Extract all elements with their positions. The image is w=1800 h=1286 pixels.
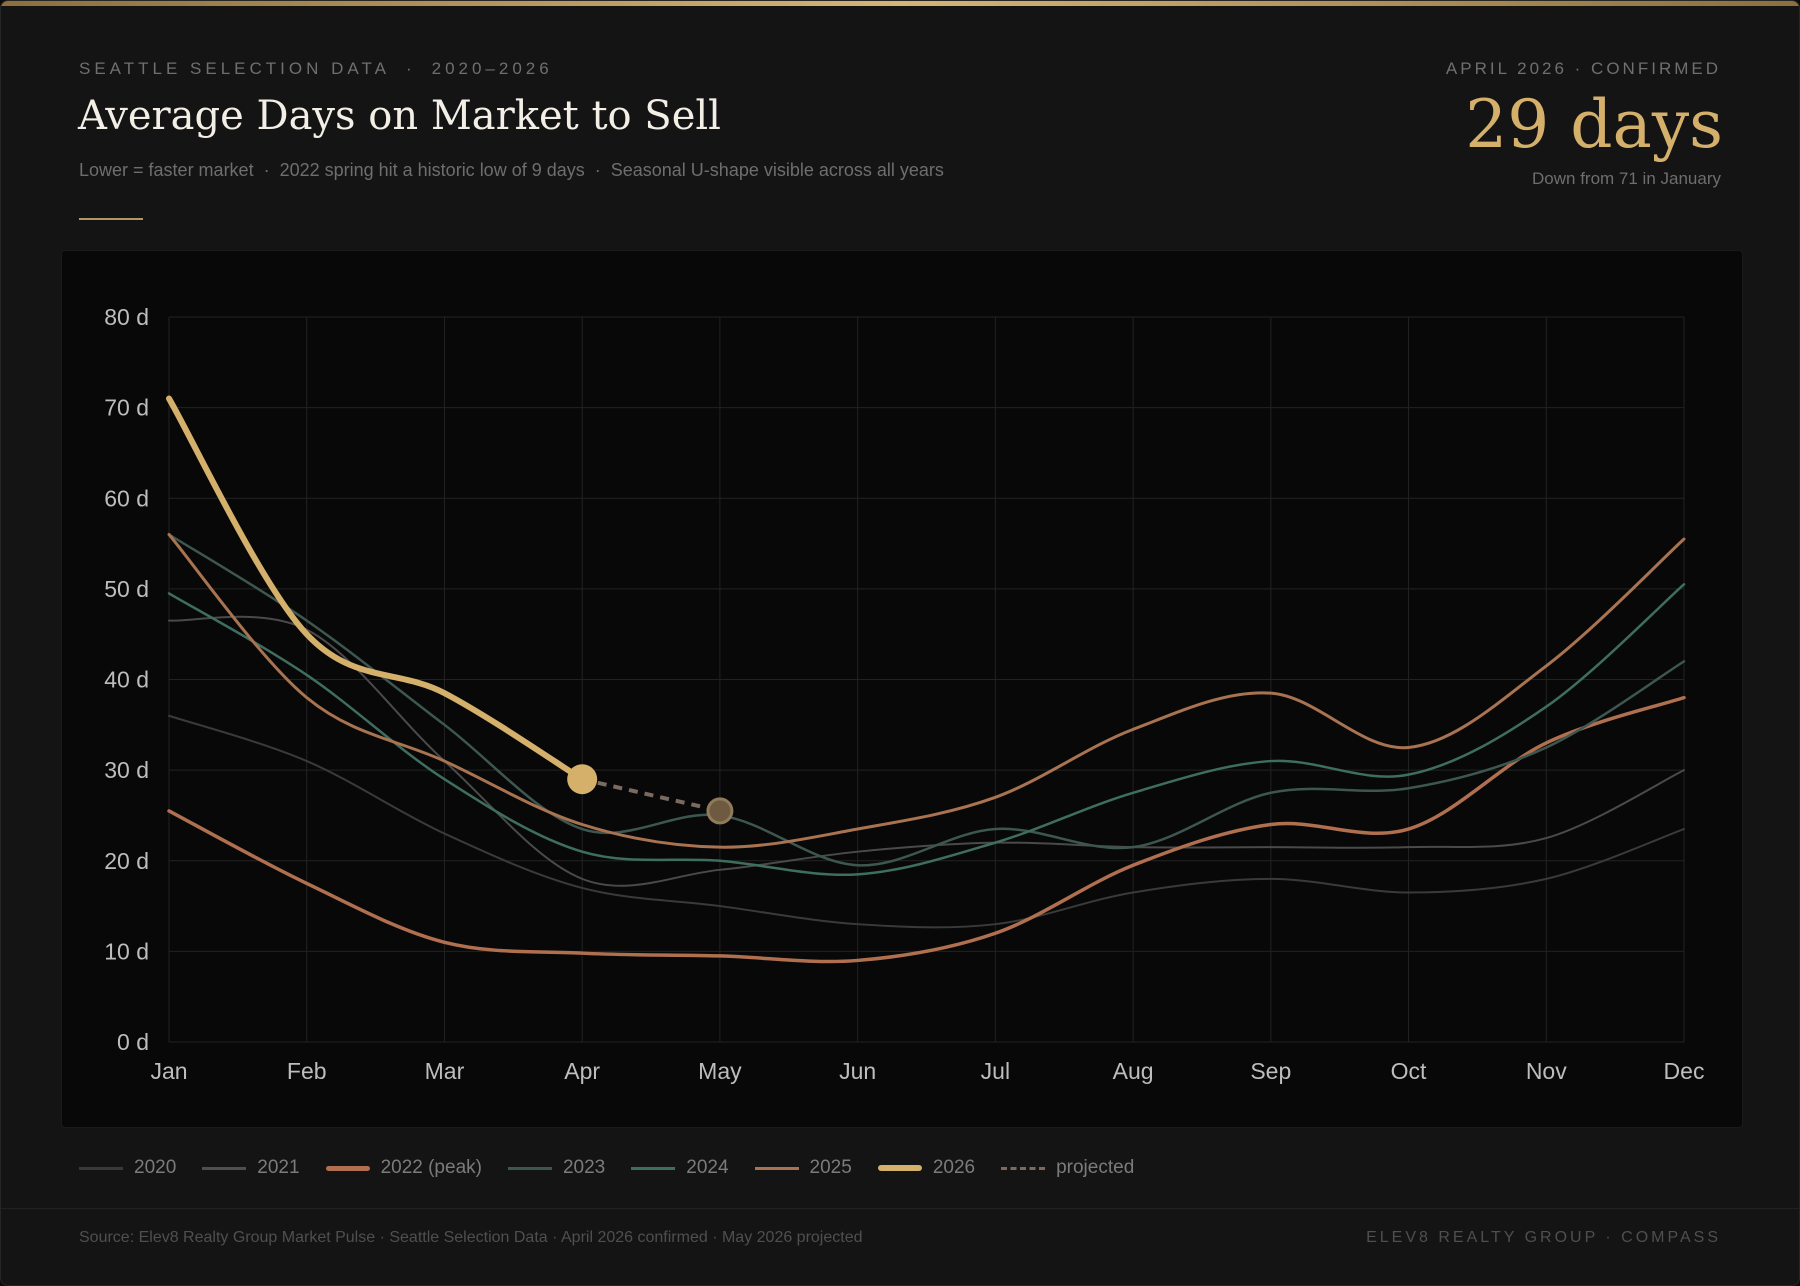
series-line-2020 (168, 714, 1685, 929)
subtitle-item: 2022 spring hit a historic low of 9 days (279, 160, 585, 180)
y-tick-label: 60 d (104, 485, 149, 511)
grid-layer (168, 316, 1685, 1043)
kpi-note: Down from 71 in January (1532, 169, 1721, 188)
x-tick-label: Dec (1664, 1058, 1705, 1084)
kpi-value: 29 days (1465, 86, 1723, 163)
legend-label: 2024 (686, 1157, 729, 1178)
legend-swatch (877, 1165, 922, 1171)
legend-label: 2023 (562, 1157, 606, 1178)
series-line-2022-peak (167, 695, 1686, 964)
eyebrow-years: 2020–2026 (431, 59, 553, 78)
x-tick-label: Nov (1526, 1058, 1567, 1084)
eyebrow-source: SEATTLE SELECTION DATA (79, 59, 390, 78)
marker-layer (567, 764, 734, 825)
subtitle-item: Seasonal U-shape visible across all year… (610, 160, 944, 180)
legend-swatch (325, 1165, 370, 1171)
y-tick-label: 80 d (104, 304, 149, 330)
legend-item: projected (1001, 1157, 1134, 1179)
axis-label-layer: 0 d 10 d 20 d 30 d 40 d 50 d 60 d 70 d 80 d Jan Fe… (104, 304, 1704, 1084)
legend-item: 2021 (202, 1157, 300, 1179)
line-chart: 0 d 10 d 20 d 30 d 40 d 50 d 60 d 70 d 80 d Jan Fe… (104, 304, 1704, 1084)
footer-source: Source: Elev8 Realty Group Market Pulse … (79, 1229, 863, 1246)
legend-swatch (1001, 1166, 1046, 1170)
legend-label: 2025 (809, 1157, 852, 1178)
eyebrow: SEATTLE SELECTION DATA · 2020–2026 (79, 59, 553, 79)
legend-item: 2024 (631, 1157, 729, 1179)
legend-label: 2021 (257, 1157, 300, 1178)
y-tick-label: 0 d (117, 1029, 149, 1055)
legend-label: 2020 (134, 1157, 177, 1178)
x-tick-label: Oct (1391, 1058, 1427, 1084)
legend-label: projected (1056, 1157, 1135, 1178)
y-tick-label: 30 d (104, 757, 149, 783)
x-tick-label: Feb (287, 1058, 327, 1084)
chart-subtitle: Lower = faster market · 2022 spring hit a … (79, 160, 944, 181)
subtitle-separator: · (594, 160, 601, 180)
legend: 2020 2021 2022 (peak) 2023 2024 2025 2026 proje… (79, 1156, 1160, 1180)
legend-item: 2020 (79, 1157, 176, 1179)
current-value-marker (567, 764, 598, 795)
accent-top-bar (1, 1, 1799, 6)
legend-item: 2023 (507, 1157, 606, 1179)
x-tick-label: May (698, 1058, 742, 1084)
x-tick-label: Jun (839, 1058, 876, 1084)
subtitle-item: Lower = faster market (79, 160, 254, 180)
legend-swatch (754, 1166, 799, 1170)
x-tick-label: Mar (425, 1058, 465, 1084)
legend-swatch (507, 1166, 552, 1170)
series-line-2023 (167, 533, 1686, 867)
y-tick-label: 50 d (104, 576, 149, 602)
x-tick-label: Jan (150, 1058, 187, 1084)
subtitle-separator: · (263, 160, 270, 180)
y-tick-label: 20 d (104, 848, 149, 874)
series-line-2025 (167, 533, 1686, 849)
accent-rule (79, 218, 143, 220)
y-tick-label: 40 d (104, 667, 149, 693)
y-tick-label: 70 d (104, 395, 149, 421)
legend-item: 2026 (877, 1157, 976, 1179)
legend-label: 2022 (peak) (380, 1157, 482, 1178)
projected-value-marker (706, 797, 734, 825)
legend-swatch (631, 1166, 676, 1170)
legend-swatch (202, 1166, 247, 1170)
x-tick-label: Aug (1113, 1058, 1154, 1084)
legend-swatch (79, 1166, 123, 1170)
y-tick-label: 10 d (104, 938, 149, 964)
projection-line (581, 777, 721, 813)
x-tick-label: Sep (1250, 1058, 1291, 1084)
series-line-2021 (168, 615, 1685, 887)
legend-item: 2022 (peak) (325, 1157, 482, 1179)
x-tick-label: Apr (564, 1058, 600, 1084)
legend-item: 2025 (754, 1157, 852, 1179)
series-layer (166, 395, 1686, 964)
footer-divider (1, 1208, 1799, 1209)
plot-panel: 0 d 10 d 20 d 30 d 40 d 50 d 60 d 70 d 80 d Jan Fe… (61, 250, 1743, 1128)
kpi-label: APRIL 2026 · CONFIRMED (1445, 59, 1721, 78)
eyebrow-separator: · (405, 59, 416, 78)
series-line-2024 (167, 583, 1686, 877)
x-tick-label: Jul (981, 1058, 1010, 1084)
legend-label: 2026 (932, 1157, 976, 1178)
footer-brand: ELEV8 REALTY GROUP · COMPASS (1366, 1229, 1721, 1246)
series-line-2026 (166, 395, 586, 783)
chart-title: Average Days on Market to Sell (78, 93, 721, 139)
